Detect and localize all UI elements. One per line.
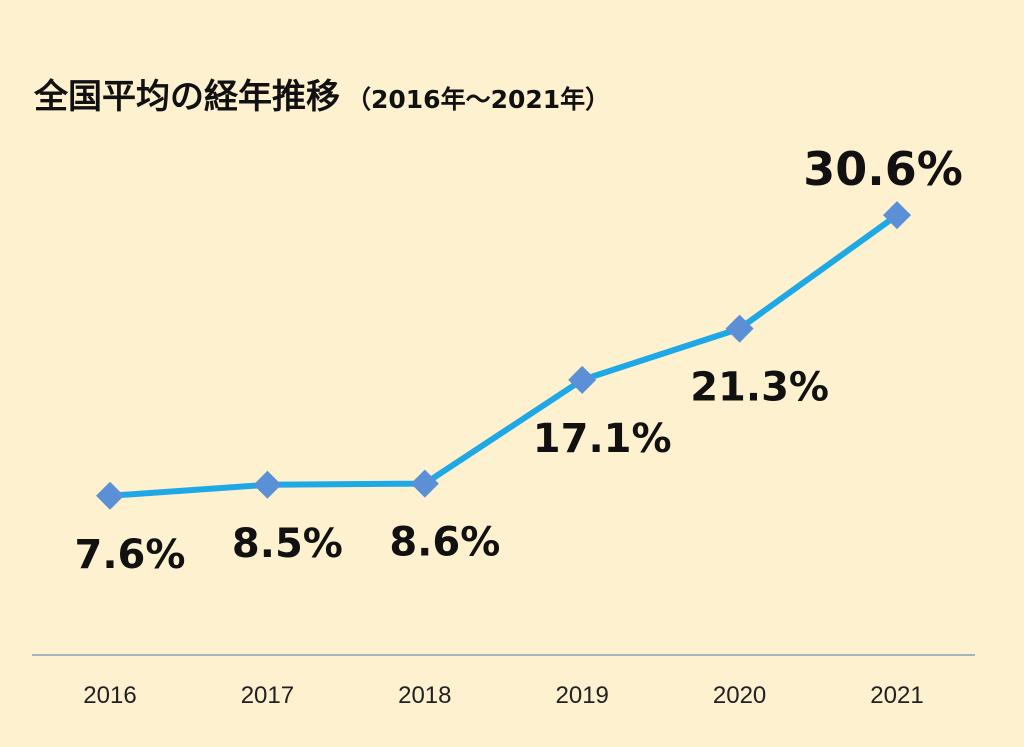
- data-label: 21.3%: [690, 365, 829, 411]
- data-point-marker: [96, 481, 124, 510]
- chart-title-main: 全国平均の経年推移: [33, 77, 340, 117]
- chart-title-sub: （2016年～2021年）: [346, 85, 610, 114]
- data-label-highlight: 30.6%: [803, 142, 963, 196]
- data-point-marker: [568, 365, 597, 394]
- x-tick-label: 2020: [713, 682, 766, 709]
- data-point-marker: [883, 201, 911, 230]
- x-tick-label: 2019: [556, 682, 609, 709]
- x-tick-label: 2018: [398, 682, 451, 709]
- series-line: [107, 212, 900, 499]
- data-label: 17.1%: [533, 416, 672, 462]
- chart-title: 全国平均の経年推移 （2016年～2021年）: [33, 77, 610, 117]
- x-tick-label: 2017: [241, 682, 294, 709]
- data-point-marker: [410, 469, 439, 498]
- data-point-marker: [725, 314, 754, 343]
- x-tick-label: 2016: [83, 682, 136, 709]
- x-tick-label: 2021: [870, 682, 923, 709]
- data-label: 7.6%: [75, 532, 186, 578]
- data-label: 8.6%: [389, 520, 500, 566]
- data-point-marker: [253, 470, 282, 499]
- data-markers: [96, 201, 911, 510]
- data-label: 8.5%: [232, 521, 343, 567]
- x-axis-ticks: 2016 2017 2018 2019 2020 2021: [83, 682, 923, 709]
- data-labels: 7.6% 8.5% 8.6% 17.1% 21.3% 30.6%: [75, 142, 963, 578]
